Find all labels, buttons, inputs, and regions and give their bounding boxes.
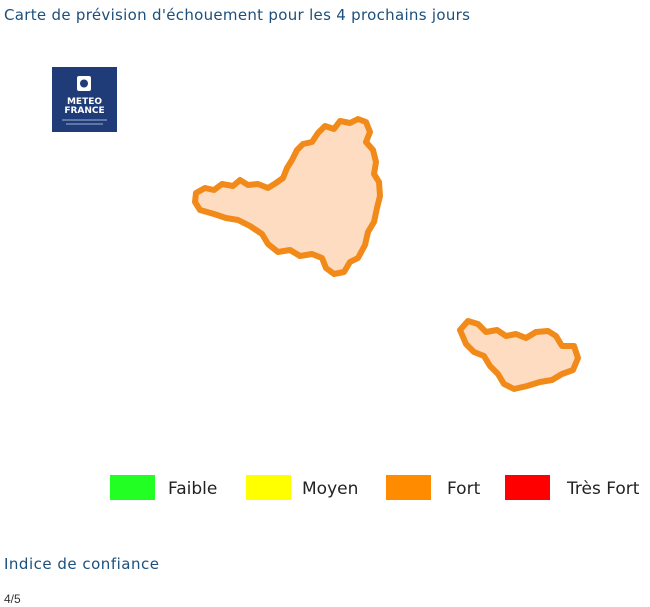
confidence-value: 4/5: [4, 592, 21, 606]
island: [457, 318, 581, 392]
logo-text: FRANCE: [64, 106, 104, 116]
legend-label: Moyen: [302, 479, 358, 499]
legend-swatch: [505, 475, 550, 500]
confidence-heading: Indice de confiance: [4, 555, 160, 573]
legend-swatch: [386, 475, 431, 500]
legend-label: Fort: [447, 479, 481, 499]
legend: Faible Moyen Fort Très Fort: [110, 475, 640, 500]
legend-swatch: [110, 475, 155, 500]
logo: METEO FRANCE: [52, 67, 117, 132]
logo-text: METEO: [67, 97, 102, 107]
island: [192, 116, 383, 277]
legend-swatch: [246, 475, 291, 500]
map-title: Carte de prévision d'échouement pour les…: [4, 6, 471, 24]
logo-icon-dot: [80, 79, 88, 88]
legend-label: Faible: [168, 479, 217, 499]
map: METEO FRANCE Faible Moyen Fort Très Fort: [52, 67, 640, 500]
legend-label: Très Fort: [566, 479, 640, 499]
